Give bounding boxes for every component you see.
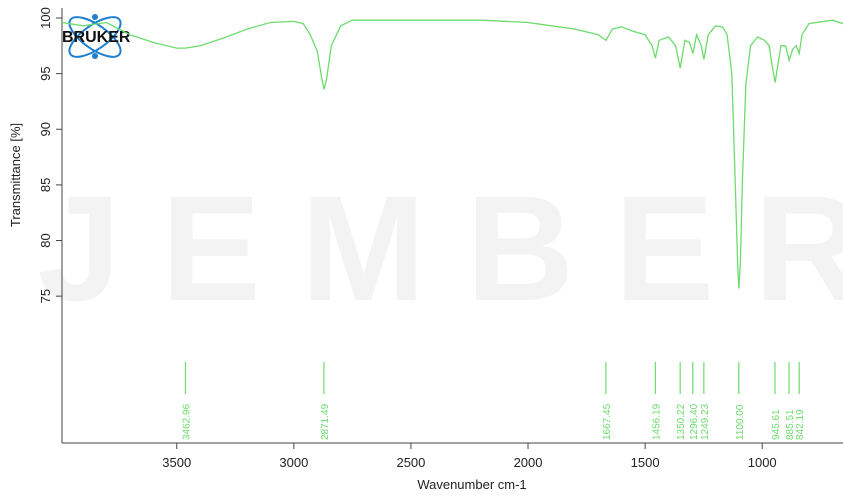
peak-label: 945.61 [771,409,782,440]
peak-label: 1350.22 [676,403,687,440]
x-tick-label: 1000 [748,455,777,470]
y-tick-label: 80 [38,233,53,247]
x-tick-label: 3500 [162,455,191,470]
peak-label: 1249.23 [700,403,711,440]
x-tick-label: 3000 [279,455,308,470]
chart: JEMBER BRUKER Wavenumber cm-1 Transmitta… [0,0,843,495]
y-tick-label: 90 [38,122,53,136]
peak-label: 3462.96 [181,403,192,440]
y-tick-label: 95 [38,66,53,80]
peak-label: 1296.40 [689,403,700,440]
peak-label: 1667.45 [602,403,613,440]
peak-label: 1100.00 [735,404,746,440]
y-axis-title: Transmittance [%] [8,123,23,227]
y-tick-label: 75 [38,289,53,303]
peak-label: 2871.49 [320,403,331,440]
x-tick-label: 1500 [631,455,660,470]
peak-label: 842.19 [795,409,806,440]
x-tick-label: 2000 [514,455,543,470]
logo-text: BRUKER [62,29,131,46]
y-tick-label: 100 [38,7,53,29]
peak-label: 1456.19 [651,403,662,440]
logo: BRUKER [62,10,131,64]
x-tick-label: 2500 [396,455,425,470]
watermark: JEMBER [37,164,843,332]
x-axis-title: Wavenumber cm-1 [417,477,526,492]
y-tick-label: 85 [38,178,53,192]
